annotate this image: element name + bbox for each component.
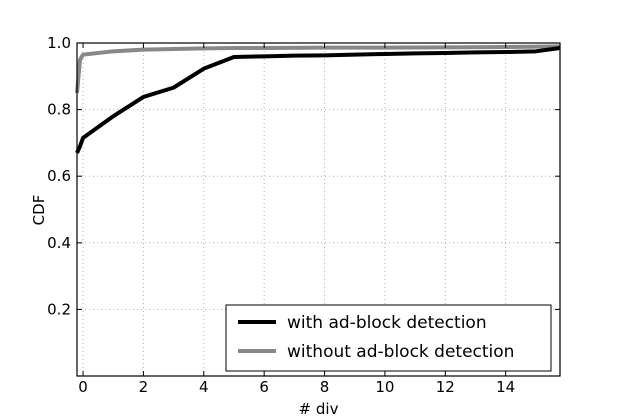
series-line-without-detection bbox=[75, 44, 561, 94]
x-tick-label: 12 bbox=[436, 378, 455, 396]
x-axis-label: # div bbox=[299, 400, 339, 418]
legend-label-with-detection: with ad-block detection bbox=[287, 313, 487, 333]
y-axis-label: CDF bbox=[30, 195, 48, 226]
tick-labels: 0 2 4 6 8 10 12 14 0.2 0.4 0.6 0.8 1.0 bbox=[47, 34, 515, 396]
axis-ticks bbox=[77, 42, 560, 376]
x-tick-label: 4 bbox=[199, 378, 209, 396]
plot-frame bbox=[76, 42, 561, 377]
x-tick-label: 0 bbox=[78, 378, 88, 396]
x-tick-label: 6 bbox=[259, 378, 269, 396]
series-lines bbox=[75, 44, 561, 154]
legend-label-without-detection: without ad-block detection bbox=[287, 342, 514, 362]
y-tick-label: 0.4 bbox=[47, 234, 71, 252]
series-line-with-detection bbox=[75, 46, 561, 154]
legend-box bbox=[225, 304, 552, 372]
y-tick-label: 0.2 bbox=[47, 300, 71, 318]
y-tick-label: 0.6 bbox=[47, 167, 71, 185]
x-tick-label: 8 bbox=[320, 378, 330, 396]
legend: with ad-block detection without ad-block… bbox=[225, 304, 552, 372]
y-tick-label: 0.8 bbox=[47, 101, 71, 119]
x-tick-label: 10 bbox=[375, 378, 394, 396]
x-tick-label: 2 bbox=[139, 378, 149, 396]
x-tick-label: 14 bbox=[496, 378, 515, 396]
y-tick-label: 1.0 bbox=[47, 34, 71, 52]
